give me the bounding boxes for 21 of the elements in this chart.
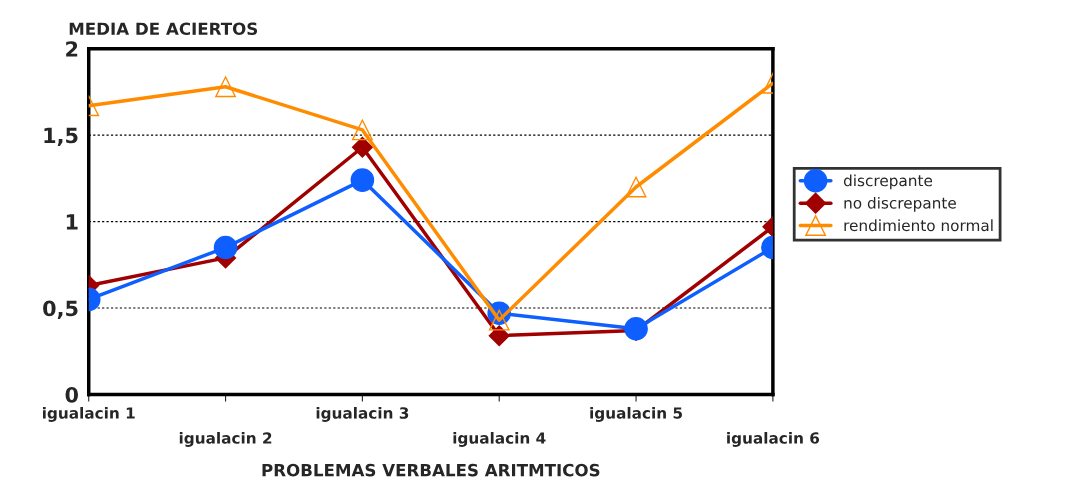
x-tick-label: igualacin 6 xyxy=(727,431,820,447)
x-tick-label: igualacin 2 xyxy=(179,431,272,447)
point xyxy=(351,136,373,158)
x-tick-label: igualacin 5 xyxy=(590,406,682,422)
legend-label: discrepante xyxy=(843,174,933,190)
x-tick-label: igualacin 1 xyxy=(43,406,135,422)
legend-label: rendimiento normal xyxy=(844,219,993,232)
point xyxy=(351,119,373,141)
x-tick-label: igualacin 4 xyxy=(453,431,546,447)
y-axis-title: MEDIA DE ACIERTOS xyxy=(69,22,258,36)
point xyxy=(488,309,510,331)
y-tick-label: 1 xyxy=(66,214,78,230)
x-axis-title: PROBLEMAS VERBALES ARITMTICOS xyxy=(262,463,600,477)
point xyxy=(488,325,510,347)
y-tick-label: 2 xyxy=(66,41,78,57)
y-tick-label: 0 xyxy=(65,386,79,403)
y-tick-label: 0,5 xyxy=(43,300,78,319)
legend-label: no discrepante xyxy=(844,196,956,212)
x-tick-label: igualacin 3 xyxy=(316,406,409,422)
point xyxy=(350,168,375,192)
y-tick-label: 1,5 xyxy=(44,127,78,147)
